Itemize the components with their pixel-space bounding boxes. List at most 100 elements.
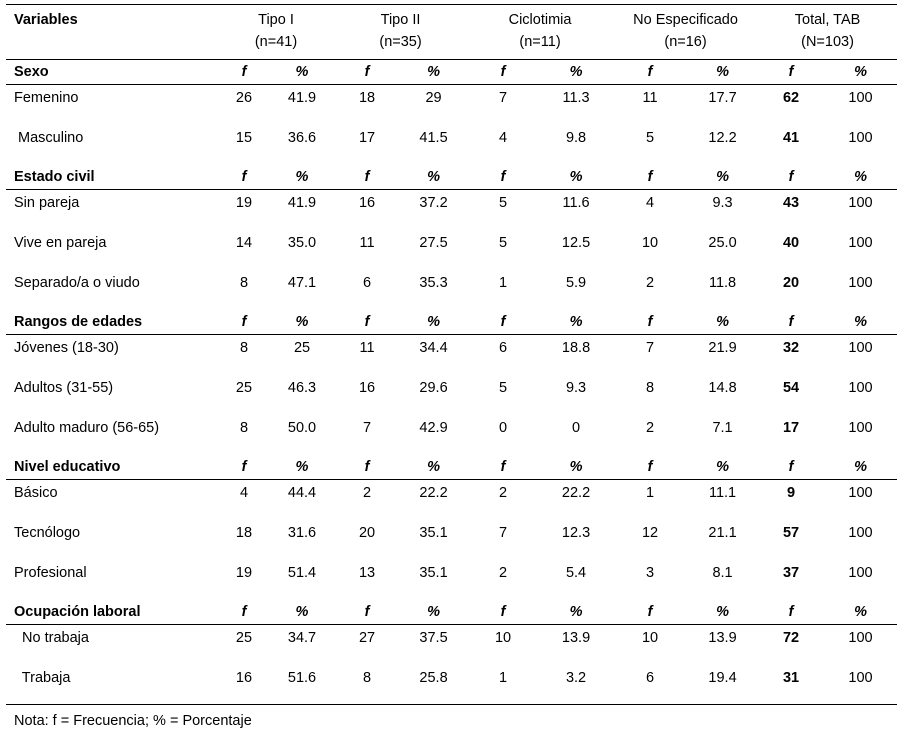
table-note: Nota: f = Frecuencia; % = Porcentaje	[14, 713, 252, 729]
cell-value: 11.6	[562, 195, 590, 211]
cell-value: 2	[498, 564, 508, 581]
table-row: Adulto maduro (56-65) 8 50.0 7 42.9 0 0 2 7.1 17 1…	[6, 415, 897, 455]
f-label: f	[613, 59, 688, 85]
cell-value: 37.2	[419, 195, 448, 211]
section-header-row: Ocupación laboral f% f% f% f% f%	[6, 599, 897, 625]
cell-value: 27	[358, 630, 376, 646]
pct-label: %	[687, 164, 759, 190]
cell-value: 100	[848, 195, 873, 211]
row-label: Adulto maduro (56-65)	[14, 419, 160, 436]
cell-value: 8	[334, 664, 401, 705]
cell-value: 8	[645, 379, 655, 396]
row-label: Vive en pareja	[14, 234, 107, 251]
cell-value: 18	[235, 524, 253, 541]
group-name: Total, TAB	[794, 12, 861, 28]
pct-label: %	[824, 309, 897, 335]
cell-value: 29.6	[419, 379, 448, 396]
table-row: Jóvenes (18-30) 8 25 11 34.4 6 18.8 7 21.9 32 100	[6, 335, 897, 375]
cell-value: 17	[782, 419, 800, 436]
row-label: Femenino	[14, 90, 79, 106]
section-title: Estado civil	[6, 164, 218, 190]
table-row: No trabaja 25 34.7 27 37.5 10 13.9 10 13.9 72 100	[6, 625, 897, 665]
pct-label: %	[270, 164, 335, 190]
cell-value: 20	[782, 274, 800, 291]
cell-value: 25	[235, 379, 253, 396]
table-row: Sin pareja 19 41.9 16 37.2 5 11.6 4 9.3 43 100	[6, 190, 897, 230]
row-label: No trabaja	[14, 630, 89, 646]
pct-label: %	[270, 454, 335, 480]
cell-value: 21.1	[708, 524, 737, 541]
header-variables: Variables	[6, 4, 218, 60]
cell-value: 22.2	[561, 485, 591, 501]
section-title: Ocupación laboral	[6, 599, 218, 625]
pct-label: %	[400, 309, 468, 335]
cell-value: 4	[239, 485, 249, 501]
cell-value: 1	[645, 485, 655, 501]
cell-value: 21.9	[708, 340, 737, 356]
cell-value: 0	[571, 419, 581, 436]
cell-value: 50.0	[287, 419, 317, 436]
pct-label: %	[687, 454, 759, 480]
section-header-row: Rangos de edades f% f% f% f% f%	[6, 309, 897, 335]
f-label: f	[334, 164, 401, 190]
f-label: f	[218, 309, 270, 335]
cell-value: 12.5	[561, 234, 591, 251]
section-header-row: Nivel educativo f% f% f% f% f%	[6, 454, 897, 480]
cell-value: 25.0	[708, 234, 737, 251]
cell-value: 54	[782, 379, 800, 396]
row-label: Sin pareja	[14, 195, 80, 211]
cell-value: 12.2	[708, 129, 737, 146]
cell-value: 4	[498, 129, 508, 146]
section-title: Sexo	[6, 59, 218, 85]
row-label: Masculino	[14, 129, 84, 146]
cell-value: 6	[362, 274, 372, 291]
cell-value: 35.0	[287, 234, 317, 251]
cell-value: 5	[498, 379, 508, 396]
cell-value: 16	[218, 664, 270, 705]
cell-value: 32	[782, 340, 800, 356]
cell-value: 4	[645, 195, 655, 211]
cell-value: 72	[782, 630, 800, 646]
cell-value: 14	[235, 234, 253, 251]
pct-label: %	[687, 309, 759, 335]
group-name: No Especificado	[633, 12, 738, 28]
cell-value: 35.3	[419, 274, 448, 291]
cell-value: 40	[782, 234, 800, 251]
group-n: (n=41)	[254, 34, 298, 50]
cell-value: 17	[358, 129, 376, 146]
row-label: Tecnólogo	[14, 524, 81, 541]
cell-value: 5	[645, 129, 655, 146]
cell-value: 34.7	[287, 630, 317, 646]
f-label: f	[758, 309, 825, 335]
header-group: Total, TAB (N=103)	[758, 4, 897, 60]
row-label: Jóvenes (18-30)	[14, 340, 119, 356]
cell-value: 9.8	[565, 129, 587, 146]
header-group: Tipo II (n=35)	[334, 4, 468, 60]
f-label: f	[218, 454, 270, 480]
cell-value: 1	[498, 274, 508, 291]
cell-value: 10	[641, 234, 659, 251]
cell-value: 29	[425, 90, 442, 106]
pct-label: %	[539, 309, 614, 335]
cell-value: 7	[498, 90, 508, 106]
row-label: Trabaja	[6, 664, 218, 705]
table-row: Tecnólogo 18 31.6 20 35.1 7 12.3 12 21.1 57 100	[6, 520, 897, 560]
cell-value: 15	[235, 129, 253, 146]
cell-value: 20	[358, 524, 376, 541]
cell-value: 100	[848, 524, 873, 541]
pct-label: %	[824, 454, 897, 480]
cell-value: 11	[359, 234, 375, 251]
cell-value: 100	[848, 90, 873, 106]
cell-value: 5.9	[565, 274, 587, 291]
f-label: f	[613, 164, 688, 190]
cell-value: 7	[498, 524, 508, 541]
cell-value: 31.6	[287, 524, 317, 541]
cell-value: 11.1	[708, 485, 737, 501]
cell-value: 8	[239, 274, 249, 291]
cell-value: 8	[239, 419, 249, 436]
cell-value: 6	[498, 340, 508, 356]
cell-value: 11.8	[708, 274, 737, 291]
cell-value: 34.4	[419, 340, 448, 356]
f-label: f	[613, 309, 688, 335]
header-group: Tipo I (n=41)	[218, 4, 335, 60]
